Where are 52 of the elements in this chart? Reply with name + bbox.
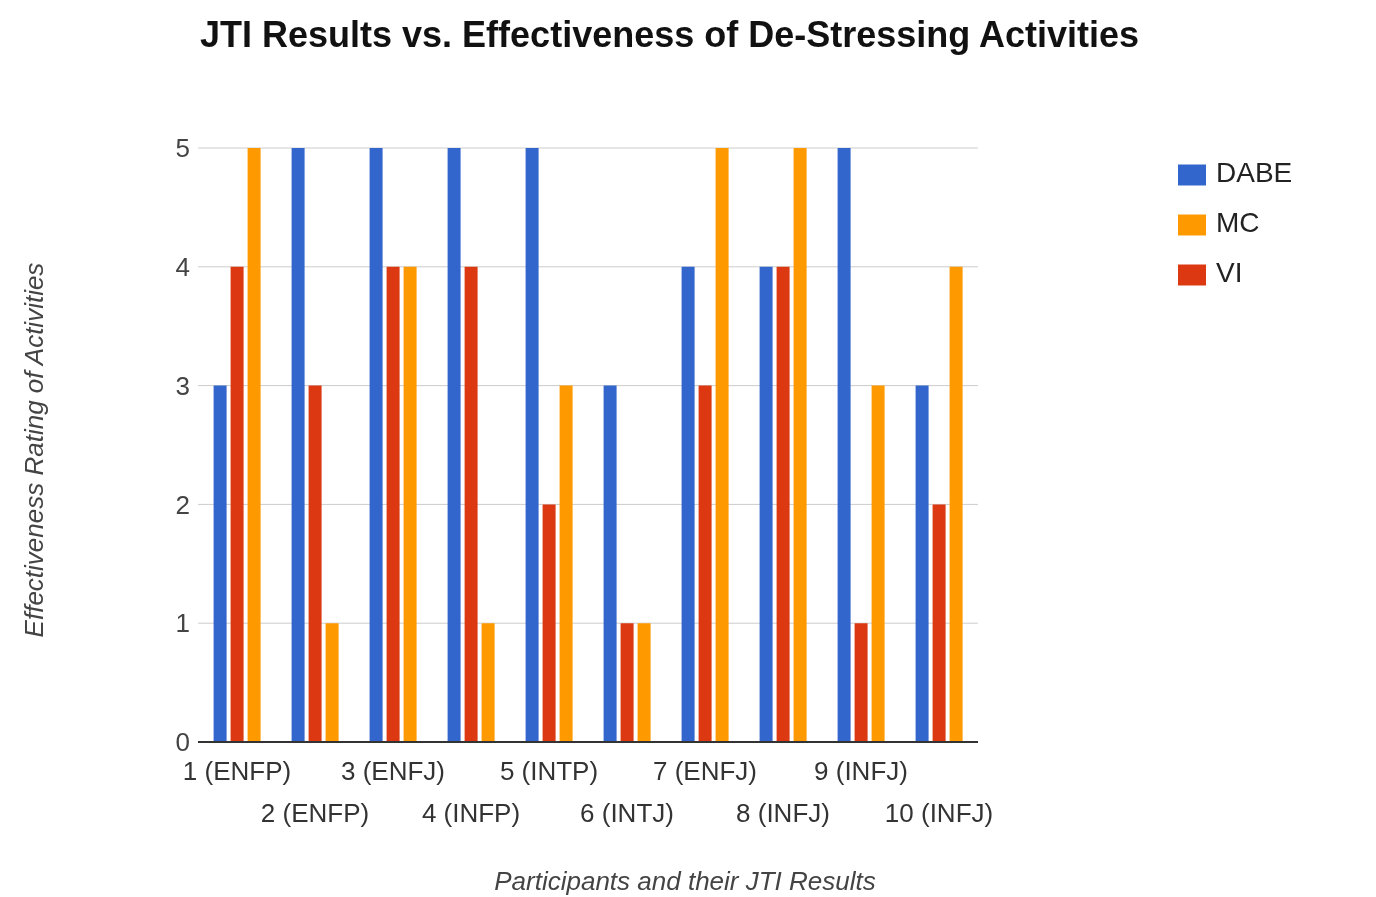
bar — [308, 385, 322, 742]
x-tick-label: 1 (ENFP) — [182, 756, 292, 786]
bar — [776, 266, 790, 742]
bar — [481, 623, 495, 742]
x-tick-label: 4 (INFP) — [421, 798, 521, 828]
bar — [698, 385, 712, 742]
y-tick-label: 5 — [175, 133, 190, 164]
bar — [681, 266, 695, 742]
x-tick-label: 9 (INFJ) — [814, 756, 908, 786]
bar — [620, 623, 634, 742]
bar — [715, 148, 729, 742]
bar — [247, 148, 261, 742]
bar — [559, 385, 573, 742]
bar — [525, 148, 539, 742]
chart-title: JTI Results vs. Effectiveness of De-Stressing Activities — [200, 13, 1140, 57]
bar — [291, 148, 305, 742]
bar — [949, 266, 963, 742]
x-tick-label: 10 (INFJ) — [884, 798, 994, 828]
bar — [325, 623, 339, 742]
x-tick-label: 7 (ENFJ) — [653, 756, 757, 786]
legend-label: MC — [1216, 207, 1260, 238]
bar — [932, 504, 946, 742]
y-axis-title: Effectiveness Rating of Activities — [18, 262, 50, 638]
bar — [386, 266, 400, 742]
bar — [871, 385, 885, 742]
bar — [759, 266, 773, 742]
x-tick-label: 5 (INTP) — [499, 756, 599, 786]
bar — [369, 148, 383, 742]
y-tick-label: 2 — [175, 489, 190, 520]
x-axis-title: Participants and their JTI Results — [494, 866, 876, 897]
bar — [603, 385, 617, 742]
x-tick-label: 8 (INFJ) — [736, 798, 830, 828]
legend-label: DABE — [1216, 157, 1293, 188]
bar — [854, 623, 868, 742]
bar — [637, 623, 651, 742]
y-tick-label: 0 — [175, 727, 190, 758]
x-tick-label: 3 (ENFJ) — [341, 756, 445, 786]
bar — [793, 148, 807, 742]
y-tick-label: 4 — [175, 252, 190, 283]
bar — [230, 266, 244, 742]
y-tick-label: 1 — [175, 608, 190, 639]
x-tick-label: 6 (INTJ) — [580, 798, 674, 828]
x-tick-label: 2 (ENFP) — [260, 798, 370, 828]
bar — [213, 385, 227, 742]
bar — [403, 266, 417, 742]
bar — [915, 385, 929, 742]
bar — [542, 504, 556, 742]
bar — [447, 148, 461, 742]
legend-label: VI — [1216, 257, 1243, 288]
bar — [464, 266, 478, 742]
bar — [837, 148, 851, 742]
y-tick-label: 3 — [175, 370, 190, 401]
